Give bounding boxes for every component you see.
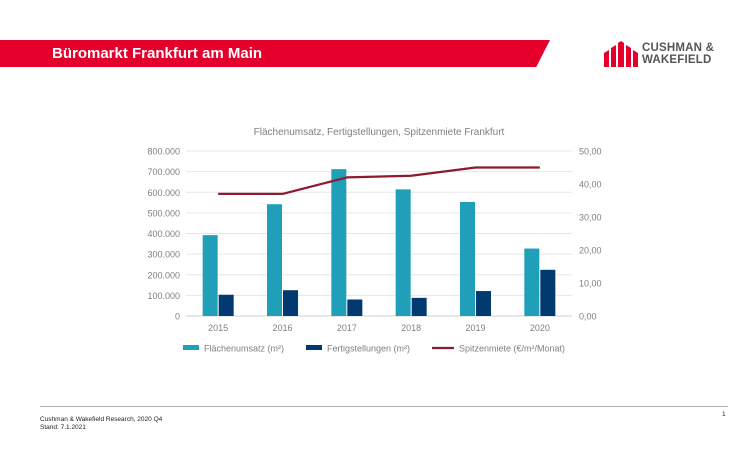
y-tick-label: 500.000 (147, 208, 180, 218)
legend-label: Fertigstellungen (m²) (327, 344, 410, 354)
legend-label: Spitzenmiete (€/m²/Monat) (459, 344, 565, 354)
logo-wordmark: CUSHMAN & WAKEFIELD (642, 42, 714, 66)
x-tick-label: 2020 (530, 323, 550, 333)
logo-line-2: WAKEFIELD (642, 54, 712, 66)
chart-title: Flächenumsatz, Fertigstellungen, Spitzen… (254, 127, 505, 138)
x-tick-label: 2017 (337, 323, 357, 333)
y2-tick-label: 10,00 (579, 279, 602, 289)
bar-flaechenumsatz (267, 204, 282, 316)
x-tick-label: 2016 (272, 323, 292, 333)
y2-tick-label: 0,00 (579, 312, 597, 322)
legend-swatch (306, 345, 322, 350)
bar-fertigstellungen (476, 291, 491, 316)
bar-fertigstellungen (411, 297, 427, 316)
y-tick-label: 100.000 (147, 291, 180, 301)
footer-divider (40, 406, 728, 407)
footer-date: Stand: 7.1.2021 (40, 424, 86, 431)
bar-flaechenumsatz (395, 189, 411, 316)
footer-source: Cushman & Wakefield Research, 2020 Q4 (40, 416, 163, 423)
bar-flaechenumsatz (202, 235, 218, 316)
bar-fertigstellungen (540, 269, 556, 316)
cushman-wakefield-logo: CUSHMAN & WAKEFIELD (604, 41, 740, 67)
bar-flaechenumsatz (331, 169, 347, 316)
y-tick-label: 400.000 (147, 229, 180, 239)
legend-swatch (183, 345, 199, 350)
bar-fertigstellungen (347, 299, 363, 316)
y2-tick-label: 50,00 (579, 147, 602, 157)
bar-fertigstellungen (218, 294, 234, 316)
y-tick-label: 800.000 (147, 147, 180, 157)
y-tick-label: 200.000 (147, 270, 180, 280)
bar-fertigstellungen (283, 290, 298, 316)
y2-tick-label: 20,00 (579, 246, 602, 256)
x-tick-label: 2015 (208, 323, 228, 333)
page-number: 1 (722, 411, 726, 418)
title-banner: Büromarkt Frankfurt am Main (0, 40, 550, 67)
y2-tick-label: 40,00 (579, 180, 602, 190)
y-tick-label: 300.000 (147, 250, 180, 260)
y-tick-label: 700.000 (147, 167, 180, 177)
x-tick-label: 2019 (465, 323, 485, 333)
y-tick-label: 0 (175, 312, 180, 322)
y2-tick-label: 30,00 (579, 213, 602, 223)
x-tick-label: 2018 (401, 323, 421, 333)
building-logo-icon (604, 41, 638, 67)
bar-flaechenumsatz (524, 248, 540, 316)
line-spitzenmiete (218, 166, 540, 195)
legend-label: Flächenumsatz (m²) (204, 344, 284, 354)
y-tick-label: 600.000 (147, 188, 180, 198)
logo-line-1: CUSHMAN & (642, 42, 715, 54)
bar-flaechenumsatz (460, 201, 475, 316)
footer: Cushman & Wakefield Research, 2020 Q4 St… (40, 416, 162, 432)
page-title: Büromarkt Frankfurt am Main (52, 45, 263, 62)
